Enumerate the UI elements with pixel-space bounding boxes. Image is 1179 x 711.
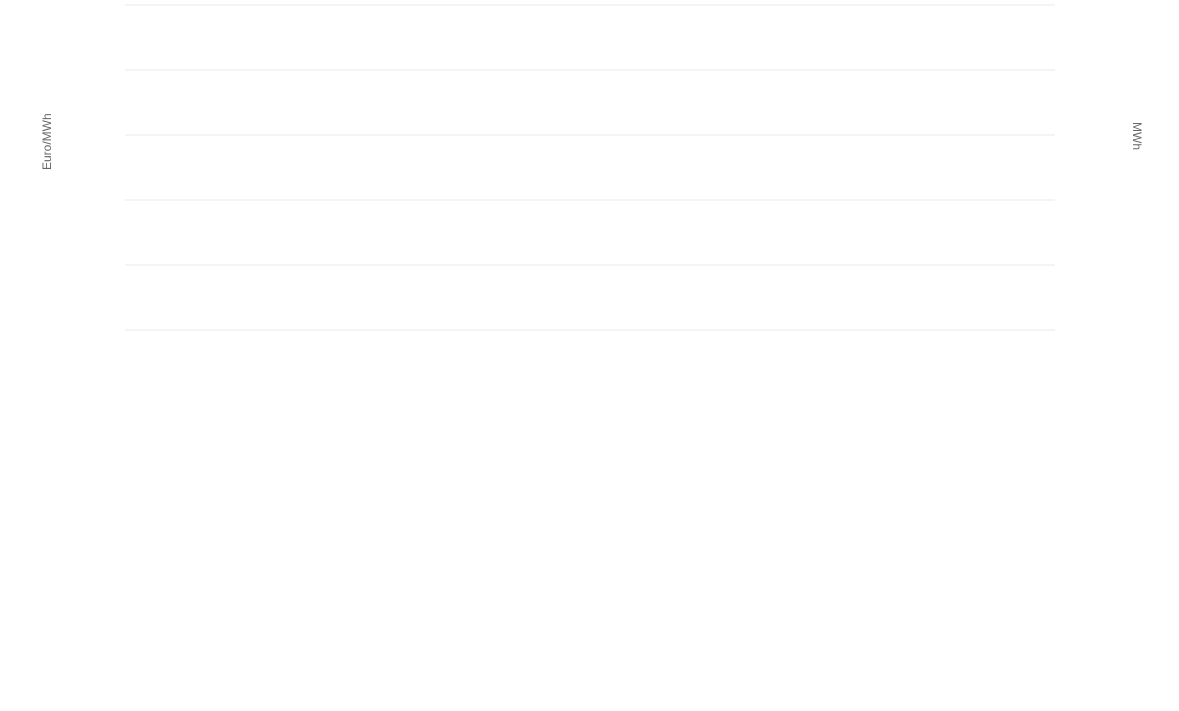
chart-plot: [70, 0, 1110, 360]
y-left-axis-label: Euro/MWh: [40, 113, 54, 170]
y-right-axis-label: MWh: [1130, 122, 1144, 150]
